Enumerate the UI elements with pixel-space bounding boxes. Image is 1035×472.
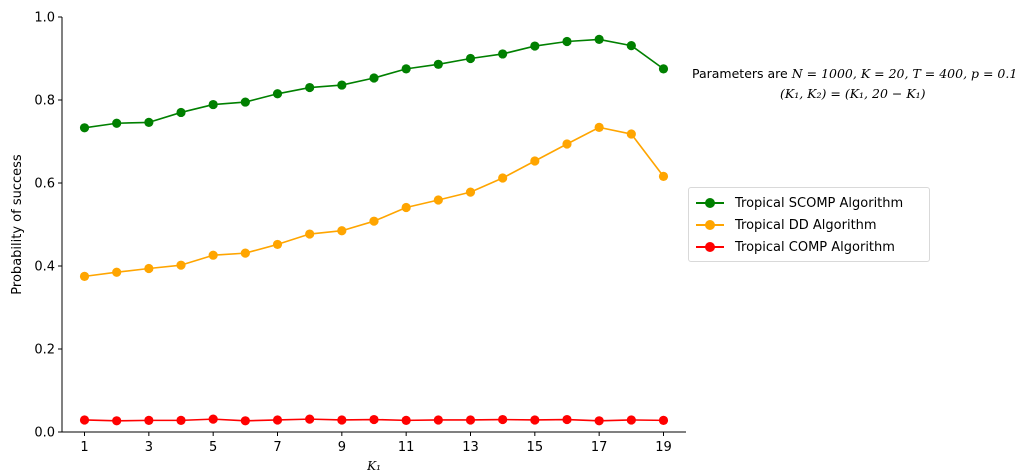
series-0-point <box>626 41 636 51</box>
series-0-point <box>465 53 476 64</box>
legend-swatch-dd <box>695 218 725 232</box>
x-tick-label: 5 <box>209 440 217 455</box>
series-1-point <box>208 250 218 260</box>
series-1-point <box>594 122 604 132</box>
series-1-point <box>144 263 154 274</box>
series-line-1 <box>84 126 665 278</box>
legend: Tropical SCOMP Algorithm Tropical DD Alg… <box>688 187 930 262</box>
x-tick-label: 19 <box>655 440 672 455</box>
series-0-point <box>240 97 250 107</box>
series-0-point <box>498 49 508 59</box>
series-2-point <box>208 414 218 424</box>
legend-swatch-scomp <box>695 196 725 210</box>
series-0-point <box>401 64 411 74</box>
series-2-point <box>465 415 476 425</box>
x-tick-label: 15 <box>527 440 544 455</box>
series-0-point <box>272 89 283 99</box>
series-0-point <box>337 80 347 90</box>
series-2-point <box>498 414 508 425</box>
x-tick-label: 1 <box>80 440 88 455</box>
series-0-point <box>530 41 540 51</box>
x-tick-label: 3 <box>145 440 153 455</box>
series-0-point <box>594 34 604 45</box>
series-1-point <box>272 239 283 250</box>
legend-label-comp: Tropical COMP Algorithm <box>735 239 895 255</box>
series-2-point <box>594 416 604 426</box>
series-1-point <box>626 129 636 139</box>
parameters-annotation-line1: Parameters are N = 1000, K = 20, T = 400… <box>692 66 1017 81</box>
parameters-annotation-line2: (K₁, K₂) = (K₁, 20 − K₁) <box>780 86 926 101</box>
series-1-point <box>465 187 476 197</box>
y-axis-label: Probability of success <box>10 154 25 295</box>
series-2-point <box>530 415 540 425</box>
series-1-point <box>337 226 347 236</box>
series-1-point <box>369 216 379 226</box>
x-tick-label: 13 <box>462 440 479 455</box>
series-1-point <box>401 202 411 213</box>
series-0-point <box>208 99 218 110</box>
series-1-point <box>562 139 572 149</box>
series-0-point <box>562 36 572 47</box>
series-2-point <box>658 415 669 425</box>
y-tick-label: 0.2 <box>34 343 55 358</box>
x-tick-label: 11 <box>398 440 415 455</box>
legend-swatch-comp <box>695 240 725 254</box>
series-2-point <box>272 415 283 425</box>
series-1-point <box>305 229 315 239</box>
series-2-point <box>305 414 315 424</box>
series-0-point <box>144 117 154 128</box>
series-2-point <box>562 414 572 425</box>
x-tick-label: 7 <box>273 440 281 455</box>
series-2-point <box>401 415 411 425</box>
y-tick-label: 0.8 <box>34 94 55 109</box>
series-2-point <box>144 415 154 425</box>
series-0-point <box>176 107 186 118</box>
series-2-point <box>176 415 186 425</box>
y-tick-label: 0.4 <box>34 260 55 275</box>
series-line-0 <box>84 38 664 129</box>
series-2-point <box>112 416 122 426</box>
parameters-prefix: Parameters are <box>692 66 792 81</box>
x-tick-label: 17 <box>591 440 608 455</box>
series-2-point <box>626 415 636 425</box>
legend-item-scomp: Tropical SCOMP Algorithm <box>695 192 923 214</box>
series-2-point <box>79 415 90 425</box>
series-1-point <box>79 271 90 281</box>
series-0-point <box>305 82 315 93</box>
series-2-point <box>433 415 443 425</box>
plot-area: 0.00.20.40.60.81.01 3 5 7 9 11 13 15 17 19Probabi… <box>10 11 686 472</box>
series-2-point <box>240 416 250 426</box>
series-1-point <box>112 267 122 277</box>
series-1-point <box>530 156 540 166</box>
legend-label-scomp: Tropical SCOMP Algorithm <box>735 195 904 211</box>
series-2-point <box>337 415 347 425</box>
series-1-point <box>498 173 508 183</box>
series-0-point <box>79 123 90 133</box>
series-1-point <box>658 171 669 181</box>
series-1-point <box>433 195 443 205</box>
parameters-values: N = 1000, K = 20, T = 400, p = 0.1 <box>791 66 1018 81</box>
parameters-relation: (K₁, K₂) = (K₁, 20 − K₁) <box>780 86 926 101</box>
y-tick-label: 1.0 <box>34 11 55 26</box>
series-2-point <box>369 414 379 425</box>
series-0-point <box>369 73 379 83</box>
legend-item-comp: Tropical COMP Algorithm <box>695 236 923 258</box>
x-axis-label: K₁ <box>366 459 381 472</box>
y-tick-label: 0.0 <box>34 426 55 441</box>
x-tick-label: 9 <box>338 440 346 455</box>
y-tick-label: 0.6 <box>34 177 55 192</box>
series-0-point <box>112 118 122 128</box>
legend-item-dd: Tropical DD Algorithm <box>695 214 923 236</box>
legend-label-dd: Tropical DD Algorithm <box>735 217 877 233</box>
series-0-point <box>658 64 669 74</box>
series-0-point <box>433 59 443 69</box>
series-1-point <box>240 248 250 258</box>
series-1-point <box>176 260 186 270</box>
